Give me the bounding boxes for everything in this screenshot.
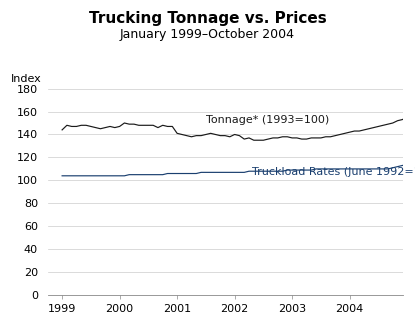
Text: Tonnage* (1993=100): Tonnage* (1993=100) [206, 114, 329, 125]
Text: January 1999–October 2004: January 1999–October 2004 [120, 28, 295, 41]
Text: Trucking Tonnage vs. Prices: Trucking Tonnage vs. Prices [89, 11, 326, 27]
Text: Truckload Rates (June 1992=100): Truckload Rates (June 1992=100) [252, 167, 415, 177]
Text: Index: Index [10, 74, 41, 84]
